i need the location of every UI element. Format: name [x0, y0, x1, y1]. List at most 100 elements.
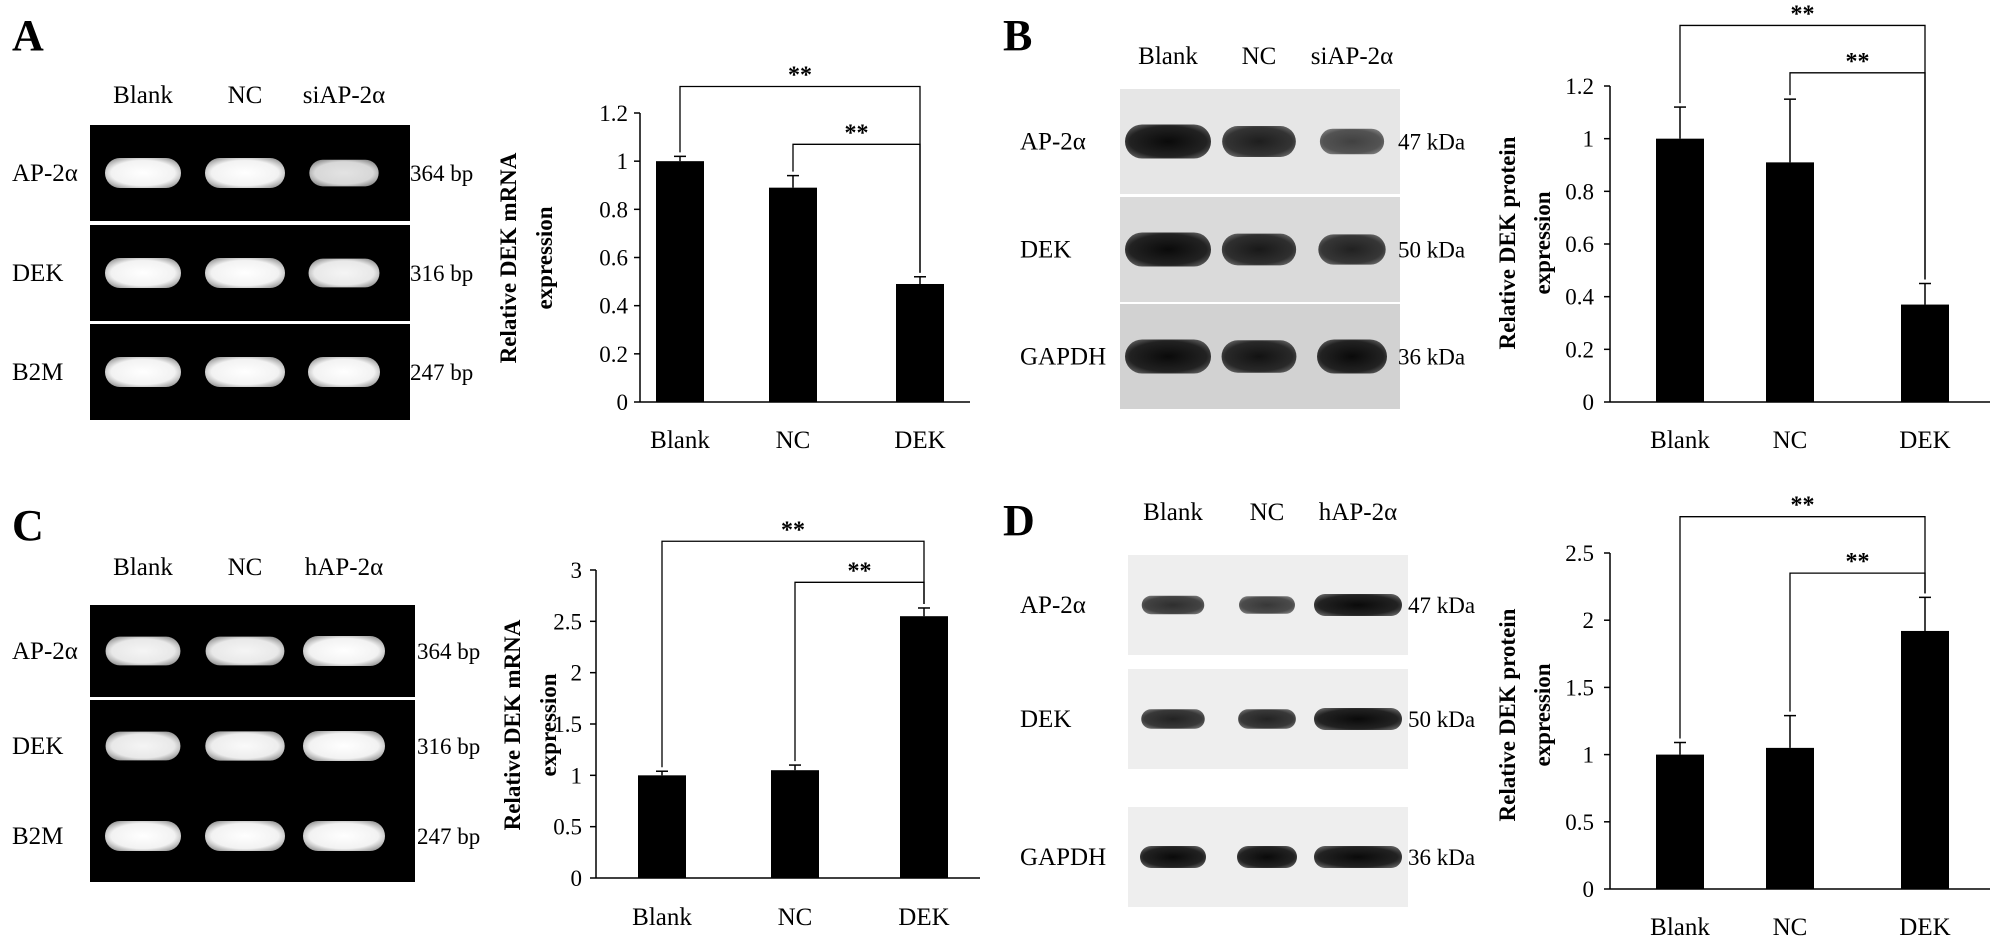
size-label: 316 bp — [410, 261, 473, 286]
y-tick-label: 1.2 — [1565, 74, 1594, 99]
row-label: DEK — [1020, 706, 1071, 733]
y-axis-label-line2: expression — [1530, 191, 1555, 294]
bar — [1656, 138, 1704, 402]
x-tick-label: DEK — [898, 904, 949, 931]
band — [1314, 846, 1402, 868]
lane-label: hAP-2α — [305, 554, 383, 581]
y-tick-label: 0.5 — [553, 815, 582, 840]
y-axis-label: Relative DEK protein — [1495, 136, 1520, 349]
y-tick-label: 0.6 — [1565, 232, 1594, 257]
y-tick-label: 1.2 — [599, 101, 628, 126]
y-tick-label: 1.5 — [553, 712, 582, 737]
y-tick-label: 3 — [571, 558, 583, 583]
bar — [771, 770, 819, 878]
bar-chart: 0 0.5 1 1.5 2 2.5 3 Relative DEK mRNA expression… — [500, 517, 980, 931]
x-tick-label: Blank — [1650, 914, 1710, 941]
bar — [1901, 630, 1949, 889]
y-tick-label: 2 — [571, 661, 583, 686]
band — [1125, 124, 1211, 159]
row-label: DEK — [12, 260, 63, 287]
gel-row-gapdh: GAPDH 36 kDa — [1020, 807, 1475, 907]
y-tick-label: 1 — [617, 149, 629, 174]
panel-letter: C — [12, 501, 44, 550]
y-axis-label: Relative DEK mRNA — [500, 619, 525, 830]
gel-row-b2m: B2M 247 bp — [12, 324, 473, 420]
band — [205, 357, 285, 387]
size-label: 247 bp — [410, 360, 473, 385]
panel-c: C Blank NC hAP-2α AP-2α 364 bp DEK 316 bp B2M 247… — [12, 501, 980, 931]
band — [308, 258, 380, 288]
band — [105, 357, 181, 387]
band — [1318, 234, 1386, 265]
size-label: 247 bp — [417, 824, 480, 849]
row-label: B2M — [12, 359, 63, 386]
size-label: 47 kDa — [1408, 593, 1475, 618]
band — [1141, 595, 1205, 615]
bar — [638, 775, 686, 878]
gel-row-dek: DEK 50 kDa — [1020, 197, 1465, 302]
y-tick-label: 0.6 — [599, 246, 628, 271]
band — [1238, 709, 1296, 729]
x-tick-label: NC — [778, 904, 813, 931]
band — [1239, 596, 1295, 614]
lane-label: Blank — [1138, 43, 1198, 70]
significance-label: ** — [788, 63, 812, 89]
band — [105, 731, 181, 761]
gel-row-gapdh: GAPDH 36 kDa — [1020, 304, 1465, 409]
band — [303, 731, 385, 761]
x-tick-label: Blank — [1650, 427, 1710, 454]
lane-label: siAP-2α — [303, 82, 386, 109]
y-axis-label: Relative DEK protein — [1495, 608, 1520, 821]
size-label: 316 bp — [417, 734, 480, 759]
band — [105, 821, 181, 851]
y-tick-label: 0.5 — [1565, 810, 1594, 835]
panel-letter: A — [12, 11, 44, 60]
gel-row-dek: DEK 316 bp — [12, 225, 473, 321]
row-label: GAPDH — [1020, 344, 1106, 371]
band — [105, 258, 181, 288]
y-tick-label: 0 — [571, 866, 583, 891]
lane-label: NC — [228, 82, 263, 109]
row-label: DEK — [1020, 237, 1071, 264]
western-blot: Blank NC siAP-2α AP-2α 47 kDa DEK 50 kDa GAPDH 3… — [1020, 43, 1465, 409]
significance-bracket — [1789, 72, 1926, 280]
panel-b: B Blank NC siAP-2α AP-2α 47 kDa DEK 50 kDa GAPDH… — [1003, 1, 1990, 454]
significance-bracket — [1789, 572, 1926, 712]
band — [1141, 709, 1205, 729]
x-tick-label: NC — [1773, 427, 1808, 454]
y-axis-label-line2: expression — [532, 206, 557, 309]
band — [205, 258, 285, 288]
band — [1314, 594, 1402, 616]
significance-label: ** — [1846, 49, 1870, 75]
y-tick-label: 0.2 — [599, 342, 628, 367]
y-tick-label: 0 — [1583, 877, 1595, 902]
band — [1317, 339, 1387, 374]
panel-letter: B — [1003, 11, 1032, 60]
bar — [1656, 754, 1704, 889]
x-tick-label: NC — [1773, 914, 1808, 941]
lane-label: Blank — [113, 82, 173, 109]
y-axis-label: Relative DEK mRNA — [496, 152, 521, 363]
gel-row-ap-2-: AP-2α 364 bp — [12, 125, 473, 221]
bar — [900, 616, 948, 878]
significance-label: ** — [1791, 493, 1815, 519]
row-label: DEK — [12, 733, 63, 760]
bar — [1901, 304, 1949, 402]
band — [105, 636, 181, 666]
gel-row-ap-2-: AP-2α 364 bp — [12, 605, 480, 697]
lane-label: hAP-2α — [1319, 499, 1397, 526]
significance-bracket — [661, 540, 925, 768]
size-label: 47 kDa — [1398, 130, 1465, 155]
panel-letter: D — [1003, 496, 1035, 545]
y-tick-label: 0.4 — [1565, 285, 1594, 310]
bar — [656, 161, 704, 402]
lane-label: NC — [1242, 43, 1277, 70]
bar — [769, 187, 817, 402]
y-tick-label: 2.5 — [1565, 541, 1594, 566]
bar — [1766, 162, 1814, 402]
lane-label: NC — [228, 554, 263, 581]
band — [303, 636, 385, 666]
y-tick-label: 0.8 — [1565, 179, 1594, 204]
y-tick-label: 1 — [1583, 743, 1595, 768]
